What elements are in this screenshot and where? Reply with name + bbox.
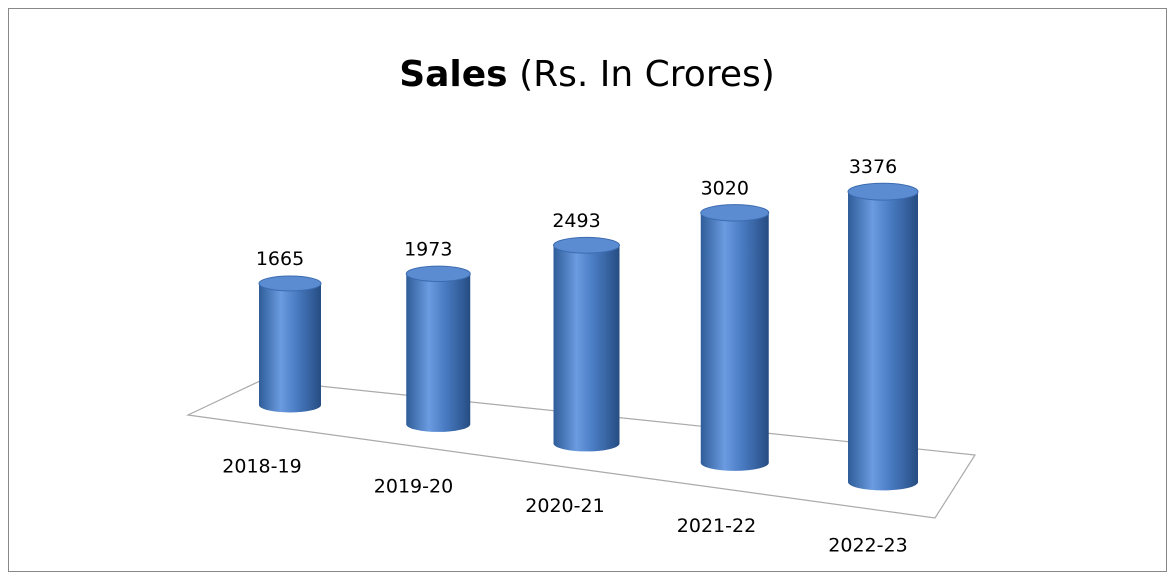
- data-label: 1973: [404, 238, 452, 260]
- bar: [848, 191, 918, 482]
- x-tick-label: 2018-19: [222, 456, 301, 478]
- chart-title: Sales: [399, 54, 507, 95]
- floor: [185, 379, 977, 519]
- data-label: 3020: [701, 177, 749, 199]
- chart-title-unit: (Rs. In Crores): [519, 54, 775, 95]
- bar: [553, 245, 620, 444]
- data-label: 2493: [552, 210, 600, 232]
- bar-top: [258, 275, 322, 292]
- x-tick-label: 2022-23: [828, 535, 907, 557]
- x-tick-label: 2020-21: [525, 495, 604, 517]
- bar-top: [405, 265, 471, 282]
- x-tick-label: 2019-20: [374, 475, 453, 497]
- bar: [406, 273, 471, 425]
- bar-top: [553, 236, 620, 254]
- bar-top: [700, 204, 770, 222]
- chart-title-group: Sales (Rs. In Crores): [399, 54, 775, 95]
- bar: [259, 283, 321, 405]
- x-tick-label: 2021-22: [677, 515, 756, 537]
- bar: [700, 212, 769, 463]
- bar-top: [847, 182, 919, 201]
- data-label: 1665: [256, 248, 304, 270]
- data-label: 3376: [849, 156, 897, 178]
